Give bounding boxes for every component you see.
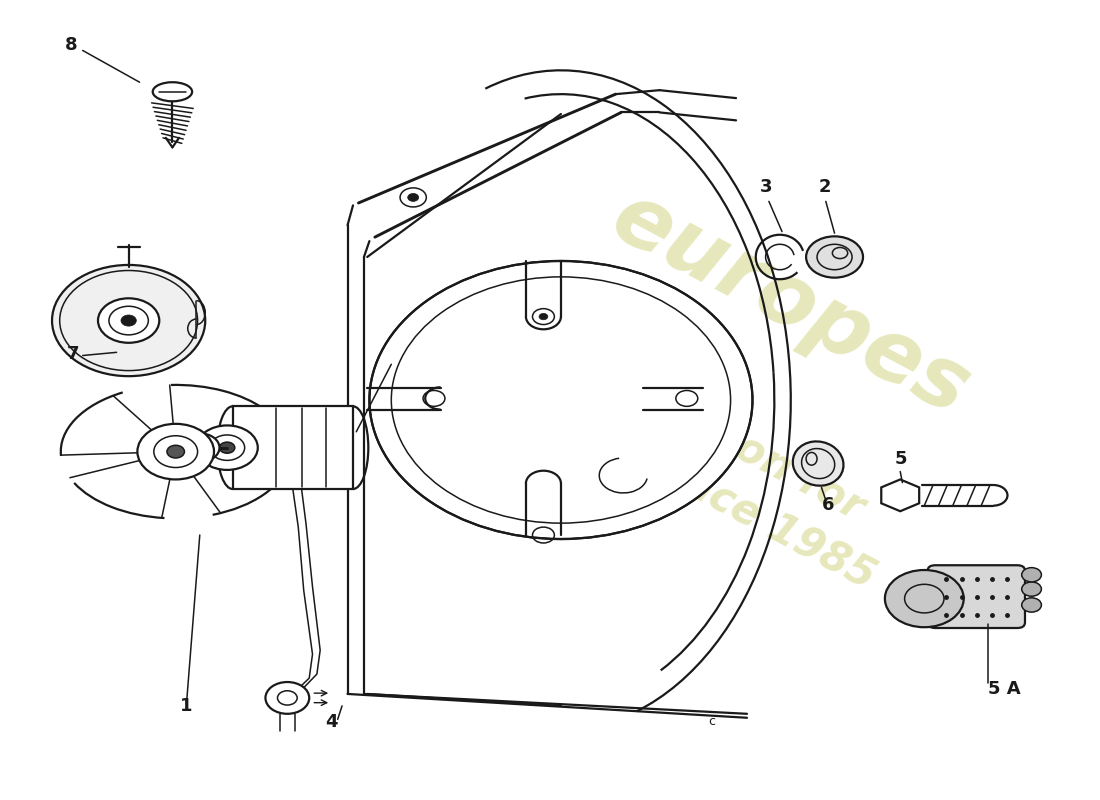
Circle shape [539,314,548,320]
Text: c: c [708,715,715,728]
Circle shape [167,446,185,458]
Circle shape [370,261,752,539]
Polygon shape [881,479,920,511]
Text: 4: 4 [326,714,338,731]
Circle shape [265,682,309,714]
Circle shape [806,236,864,278]
Text: 8: 8 [65,37,78,54]
Circle shape [197,426,257,470]
Circle shape [220,442,234,454]
Circle shape [1022,568,1042,582]
Circle shape [884,570,964,627]
Circle shape [98,298,160,342]
Text: 6: 6 [822,496,834,514]
Circle shape [121,315,136,326]
Circle shape [1022,598,1042,612]
Polygon shape [232,406,353,489]
Text: europes: europes [598,176,983,434]
Circle shape [138,424,214,479]
Circle shape [1022,582,1042,596]
Text: 1: 1 [180,698,192,715]
Ellipse shape [153,82,192,102]
Ellipse shape [793,442,844,486]
Circle shape [408,194,419,202]
Text: 5: 5 [894,450,908,467]
FancyBboxPatch shape [927,566,1025,628]
Text: 5 A: 5 A [988,680,1021,698]
Circle shape [52,265,206,376]
Text: 3: 3 [760,178,772,196]
Circle shape [180,434,220,462]
Text: 7: 7 [66,345,79,362]
Text: 2: 2 [818,178,830,196]
Text: a passion for
parts since 1985: a passion for parts since 1985 [519,330,909,598]
